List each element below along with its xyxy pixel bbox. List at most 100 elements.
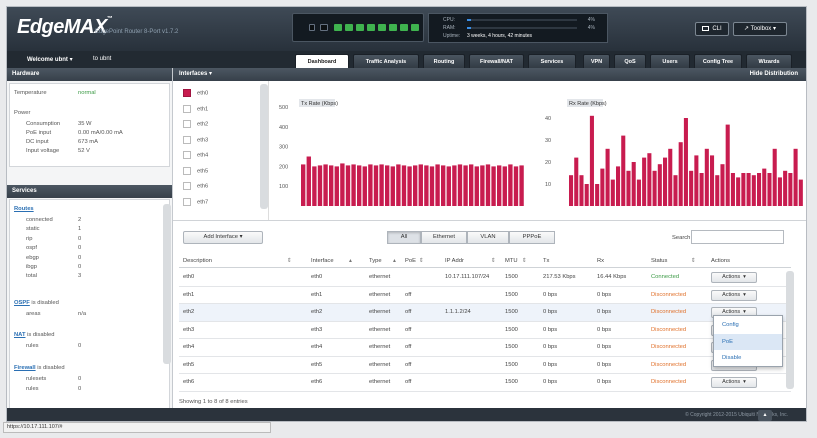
sort-icon[interactable]: ⇕ xyxy=(491,258,496,264)
chart-title-bg xyxy=(299,99,335,107)
route-total-value: 3 xyxy=(78,273,82,280)
tab-firewall-nat[interactable]: Firewall/NAT xyxy=(469,54,524,68)
search-input[interactable] xyxy=(691,230,784,244)
filter-vlan[interactable]: VLAN xyxy=(467,231,509,244)
table-scrollbar[interactable] xyxy=(786,271,794,389)
cell-poe: off xyxy=(405,309,412,315)
col-interface[interactable]: Interface xyxy=(311,258,334,264)
nat-link[interactable]: NAT xyxy=(14,332,26,338)
dropdown-item-disable[interactable]: Disable xyxy=(722,355,742,361)
user-host: to ubnt xyxy=(93,56,112,62)
cell-tx: 0 bps xyxy=(543,309,558,315)
tab-vpn[interactable]: VPN xyxy=(583,54,610,68)
dropdown-item-poe[interactable]: PoE xyxy=(714,333,782,350)
table-row[interactable]: eth6 eth6 ethernet off 1500 0 bps 0 bps Disconn… xyxy=(179,374,791,392)
interfaces-header: Interfaces ▾ Hide Distribution xyxy=(173,68,806,81)
cli-button[interactable]: CLI xyxy=(695,22,729,36)
tab-traffic-analysis[interactable]: Traffic Analysis xyxy=(353,54,419,68)
legend-item-eth0[interactable]: eth0 xyxy=(183,89,208,97)
sort-icon[interactable]: ⇕ xyxy=(419,258,424,264)
col-poe[interactable]: PoE xyxy=(405,258,416,264)
table-row[interactable]: eth3 eth3 ethernet off 1500 0 bps 0 bps Disconn… xyxy=(179,322,791,339)
tab-dashboard[interactable]: Dashboard xyxy=(295,54,349,68)
sort-icon[interactable]: ⇕ xyxy=(287,258,292,264)
table-row[interactable]: eth1 eth1 ethernet off 1500 0 bps 0 bps Disconn… xyxy=(179,287,791,304)
bar xyxy=(317,165,323,206)
col-status[interactable]: Status xyxy=(651,258,668,264)
col-rx[interactable]: Rx xyxy=(597,258,605,264)
col-ip-addr[interactable]: IP Addr xyxy=(445,258,464,264)
actions-button[interactable]: Actions▾ xyxy=(711,377,757,388)
sort-icon[interactable]: ⇕ xyxy=(691,258,696,264)
sidebar-scrollbar[interactable] xyxy=(163,204,171,364)
bar xyxy=(362,166,367,206)
ospf-link[interactable]: OSPF xyxy=(14,300,30,306)
col-actions[interactable]: Actions xyxy=(711,258,731,264)
tab-routing[interactable]: Routing xyxy=(423,54,465,68)
interfaces-menu[interactable]: Interfaces ▾ xyxy=(179,71,213,77)
table-row[interactable]: eth0 eth0 ethernet 10.17.111.107/24 1500 217.… xyxy=(179,269,791,287)
table-row[interactable]: eth2 eth2 ethernet off 1.1.1.2/24 1500 0 bps 0 … xyxy=(179,304,791,322)
filter-ethernet[interactable]: Ethernet xyxy=(421,231,467,244)
legend-item-eth7[interactable]: eth7 xyxy=(183,197,208,206)
legend-item-eth5[interactable]: eth5 xyxy=(183,166,208,175)
cell-status: Disconnected xyxy=(651,326,687,333)
sort-icon[interactable]: ▴ xyxy=(393,258,396,264)
y-tick-label: 40 xyxy=(545,116,551,122)
legend-item-eth3[interactable]: eth3 xyxy=(183,135,208,144)
tab-qos[interactable]: QoS xyxy=(614,54,646,68)
bar xyxy=(424,165,429,206)
table-row[interactable]: eth5 eth5 ethernet off 1500 0 bps 0 bps Disconn… xyxy=(179,357,791,374)
col-type[interactable]: Type xyxy=(369,258,382,264)
col-tx[interactable]: Tx xyxy=(543,258,550,264)
firewall-link[interactable]: Firewall xyxy=(14,365,36,371)
actions-button[interactable]: Actions▾ xyxy=(711,272,757,283)
cell-desc: eth3 xyxy=(183,326,195,333)
table-row[interactable]: eth4 eth4 ethernet off 1500 0 bps 0 bps Disconn… xyxy=(179,339,791,357)
tab-services[interactable]: Services xyxy=(528,54,576,68)
legend-item-eth1[interactable]: eth1 xyxy=(183,104,208,113)
legend-item-eth4[interactable]: eth4 xyxy=(183,151,208,159)
cell-mtu: 1500 xyxy=(505,344,518,350)
tab-config-tree[interactable]: Config Tree xyxy=(694,54,742,68)
user-menu[interactable]: Welcome ubnt ▾ xyxy=(27,57,73,63)
tab-users[interactable]: Users xyxy=(650,54,690,68)
legend-scrollbar[interactable] xyxy=(260,84,268,209)
dropdown-item-config[interactable]: Config xyxy=(722,322,739,328)
route-total-label: total xyxy=(26,273,37,280)
actions-button[interactable]: Actions▾ xyxy=(711,289,757,301)
bar xyxy=(497,165,502,206)
filter-pppoe[interactable]: PPPoE xyxy=(509,231,555,244)
route-ospf-label: ospf xyxy=(26,245,37,252)
scroll-top-button[interactable]: ▴ xyxy=(758,410,772,421)
col-mtu[interactable]: MTU xyxy=(505,258,518,264)
cell-mtu: 1500 xyxy=(505,274,518,280)
port-icon xyxy=(356,24,364,31)
hide-distribution-link[interactable]: Hide Distribution xyxy=(749,71,798,77)
bar xyxy=(469,164,474,206)
bar xyxy=(741,173,746,206)
cpu-bar xyxy=(467,19,577,21)
cell-iface: eth6 xyxy=(311,379,323,385)
filter-all[interactable]: All xyxy=(387,231,421,244)
tab-wizards[interactable]: Wizards xyxy=(746,54,792,68)
bar xyxy=(345,165,351,206)
bar xyxy=(579,175,584,206)
toolbox-button[interactable]: ↗ Toolbox ▾ xyxy=(733,22,787,36)
add-interface-button[interactable]: Add Interface ▾ xyxy=(183,231,263,244)
y-tick-label: 400 xyxy=(279,125,288,131)
routes-link[interactable]: Routes xyxy=(14,206,34,212)
cell-type: ethernet xyxy=(369,309,391,315)
cell-desc: eth4 xyxy=(183,344,195,350)
sort-icon[interactable]: ▴ xyxy=(349,258,352,264)
sort-icon[interactable]: ⇕ xyxy=(522,258,527,264)
legend-item-eth2[interactable]: eth2 xyxy=(183,120,208,128)
cell-tx: 0 bps xyxy=(543,291,558,298)
col-description[interactable]: Description xyxy=(183,258,212,264)
bar xyxy=(589,115,594,206)
legend-item-eth6[interactable]: eth6 xyxy=(183,182,208,190)
caret-down-icon: ▾ xyxy=(69,57,73,63)
cell-rx: 0 bps xyxy=(597,379,612,385)
cell-desc: eth0 xyxy=(183,274,195,280)
bar xyxy=(480,165,485,206)
